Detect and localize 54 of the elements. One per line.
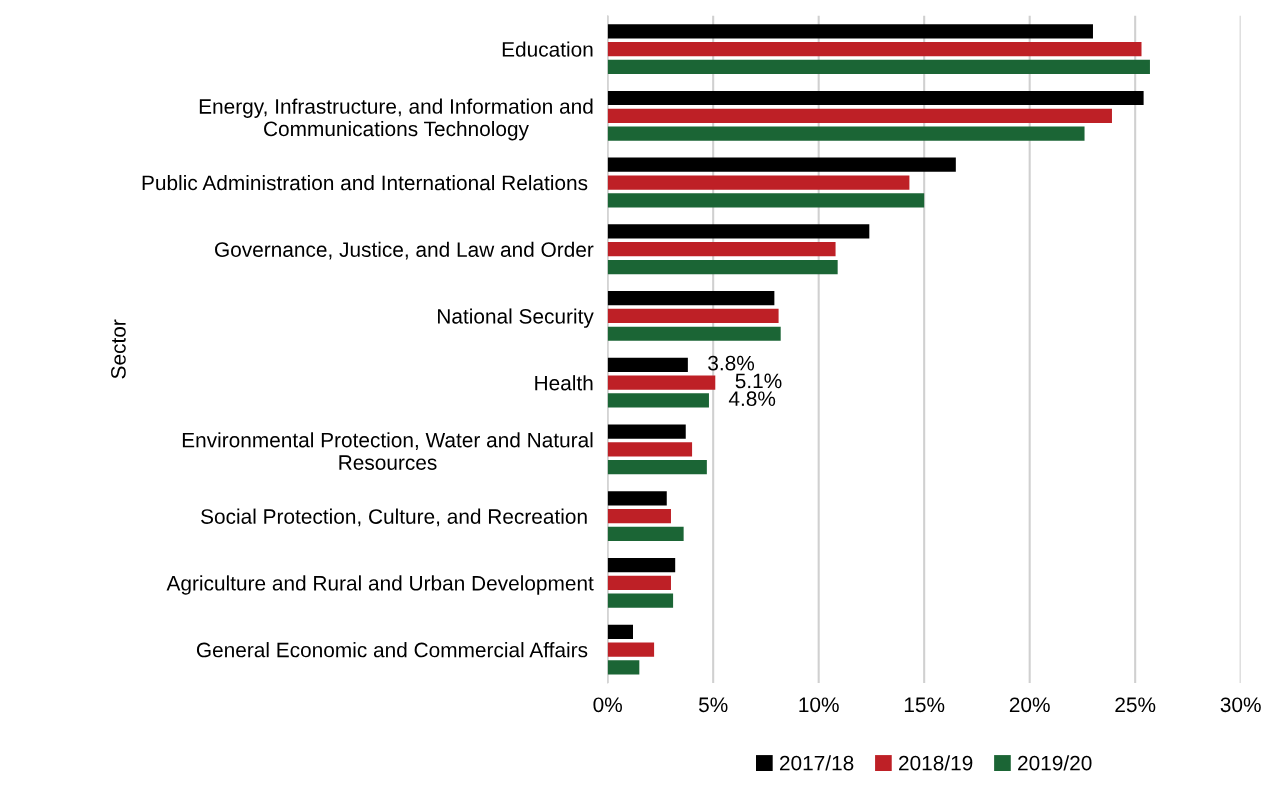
bar — [607, 557, 676, 573]
bar — [607, 108, 1112, 123]
y-axis-title: Sector — [111, 319, 126, 379]
bar — [607, 375, 716, 390]
x-tick-label: 25% — [1115, 697, 1156, 713]
bar — [607, 593, 674, 608]
bar — [607, 157, 956, 172]
legend-label: 2019/20 — [1018, 755, 1092, 771]
bar — [607, 90, 1144, 106]
bar — [607, 509, 671, 524]
bar — [607, 642, 655, 657]
bar — [607, 291, 775, 306]
bar — [607, 442, 693, 457]
bar — [607, 193, 925, 208]
bar — [607, 575, 671, 590]
bar — [607, 526, 684, 542]
bar — [607, 326, 781, 341]
legend-label: 2017/18 — [779, 755, 854, 771]
x-tick-label: 30% — [1220, 697, 1261, 713]
bar — [607, 126, 1085, 141]
x-tick-label: 15% — [904, 697, 945, 713]
data-label: 5.1% — [735, 373, 782, 389]
x-tick-label: 0% — [593, 697, 622, 713]
bar — [607, 59, 1150, 74]
bar — [607, 393, 709, 408]
bar — [607, 242, 836, 257]
y-tick-label: Governance, Justice, and Law and Order — [215, 241, 594, 260]
bar — [607, 424, 686, 439]
bar — [607, 624, 633, 639]
legend-label: 2018/19 — [899, 755, 973, 771]
y-tick-label: Social Protection, Culture, and Recreation — [201, 508, 587, 527]
x-tick-label: 5% — [698, 697, 728, 713]
bar — [607, 660, 640, 675]
bar — [607, 259, 838, 275]
data-label: 3.8% — [708, 355, 755, 371]
y-tick-label: Public Administration and International Relations — [142, 174, 588, 191]
bar — [607, 175, 910, 190]
y-tick-label: Energy, Infrastructure, and Information and Communications Technology — [199, 98, 593, 141]
y-tick-label: Education — [502, 41, 593, 57]
y-tick-label: National Security — [438, 308, 594, 328]
bar — [607, 224, 870, 239]
y-tick-label: Health — [535, 375, 593, 391]
bar — [607, 308, 779, 324]
bar — [607, 357, 688, 373]
y-tick-label: General Economic and Commercial Affairs — [196, 642, 588, 658]
x-tick-label: 20% — [1009, 697, 1050, 713]
bar — [607, 41, 1142, 57]
y-tick-label: Environmental Protection, Water and Natural Resources — [182, 432, 593, 470]
bar — [607, 491, 667, 506]
bar — [607, 24, 1093, 39]
data-label: 4.8% — [728, 391, 776, 407]
bar — [607, 460, 707, 475]
y-tick-label: Agriculture and Rural and Urban Development — [166, 575, 594, 595]
x-tick-label: 10% — [799, 697, 839, 713]
